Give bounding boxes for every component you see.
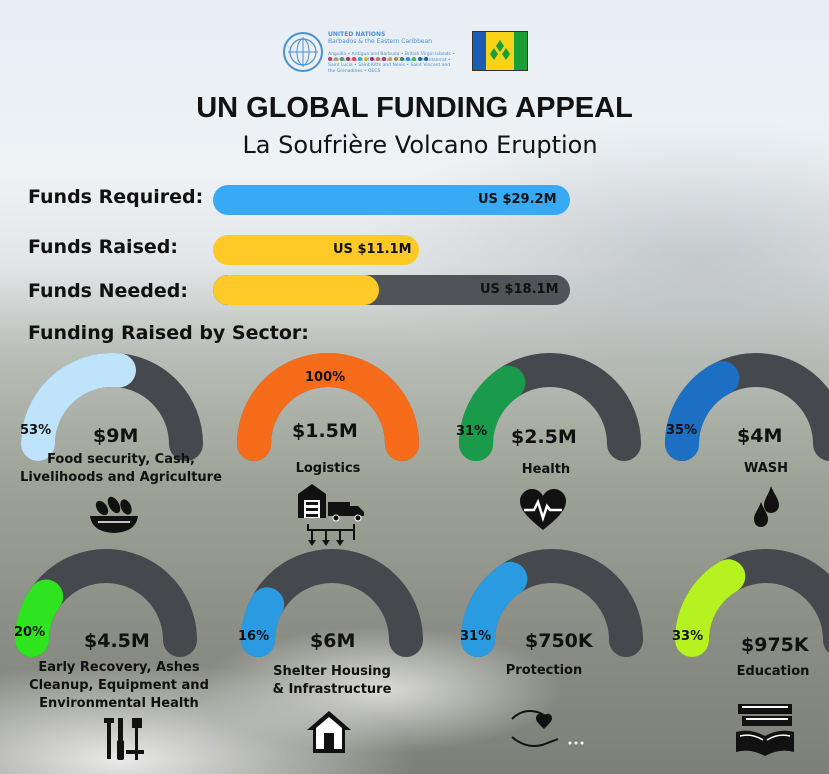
sector-percent: 100% [305, 370, 346, 385]
funds-needed-bar [213, 275, 570, 305]
sector-percent: 35% [666, 423, 698, 438]
funds-required-value: US $29.2M [478, 192, 557, 207]
gauge-fill [15, 579, 64, 657]
gauge-food-security [21, 353, 203, 461]
sector-amount: $1.5M [292, 420, 358, 442]
org-line-1: UNITED NATIONS [328, 31, 386, 38]
sector-amount: $6M [310, 630, 356, 652]
gauge-health [459, 353, 641, 461]
sector-label: Education [736, 664, 810, 679]
un-emblem-icon [283, 32, 323, 72]
funds-raised-label: Funds Raised: [28, 236, 178, 258]
sector-label: Protection [505, 663, 583, 678]
svg-flag [472, 31, 528, 71]
protecting-hands-heart-icon [511, 710, 584, 747]
heart-pulse-icon [520, 489, 566, 530]
gauge-fill [21, 353, 136, 461]
tools-icon [104, 718, 144, 760]
sector-percent: 33% [672, 629, 704, 644]
sector-percent: 31% [456, 424, 488, 439]
gauge-fill [665, 361, 740, 461]
water-drops-icon [754, 486, 779, 527]
sector-percent: 20% [14, 625, 46, 640]
sdg-color-dots [328, 46, 458, 61]
sector-percent: 53% [20, 423, 52, 438]
sector-amount: $750K [525, 630, 593, 652]
gauge-fill [241, 587, 285, 657]
sector-amount: $975K [741, 634, 809, 656]
sector-label: Logistics [295, 461, 361, 476]
funds-needed-raised-portion [213, 275, 379, 305]
funds-required-bar [213, 185, 570, 215]
org-line-2: Barbados & the Eastern Caribbean [328, 38, 433, 45]
funds-raised-value: US $11.1M [333, 242, 412, 257]
gauge-fill [459, 365, 526, 461]
gauge-fill [675, 559, 746, 657]
gauge-education [675, 549, 829, 657]
gauge-wash [665, 353, 829, 461]
sector-label: Health [521, 462, 571, 477]
sector-percent: 16% [238, 629, 270, 644]
sector-amount: $9M [93, 425, 139, 447]
sector-heading: Funding Raised by Sector: [28, 322, 309, 344]
food-bowl-icon [90, 496, 138, 533]
sector-label: Early Recovery, Ashes Cleanup, Equipment… [29, 660, 209, 711]
books-icon [736, 704, 794, 756]
gauge-protection [461, 549, 643, 657]
logistics-warehouse-truck-icon [298, 484, 364, 546]
funds-raised-bar [213, 235, 419, 265]
gauge-fill [461, 561, 528, 657]
funds-required-label: Funds Required: [28, 186, 204, 208]
gauge-early-recovery [15, 549, 197, 657]
un-office-text: UNITED NATIONS Barbados & the Eastern Ca… [328, 31, 458, 75]
sector-percent: 31% [460, 629, 492, 644]
sector-label: Shelter Housing & Infrastructure [272, 664, 392, 697]
page-subtitle: La Soufrière Volcano Eruption [242, 131, 598, 159]
funds-needed-label: Funds Needed: [28, 280, 188, 302]
funds-needed-value: US $18.1M [480, 282, 559, 297]
sector-amount: $4.5M [84, 630, 150, 652]
sector-label: Food security, Cash, Livelihoods and Agr… [20, 452, 222, 485]
house-icon [307, 711, 351, 753]
page-title: UN GLOBAL FUNDING APPEAL [196, 92, 633, 124]
sector-amount: $4M [737, 425, 783, 447]
gauge-fill [237, 353, 419, 461]
gauge-shelter [241, 549, 423, 657]
gauge-logistics [237, 353, 419, 461]
sector-label: WASH [743, 461, 789, 476]
sector-amount: $2.5M [511, 426, 577, 448]
org-countries: Anguilla • Antigua and Barbuda • British… [328, 52, 455, 74]
